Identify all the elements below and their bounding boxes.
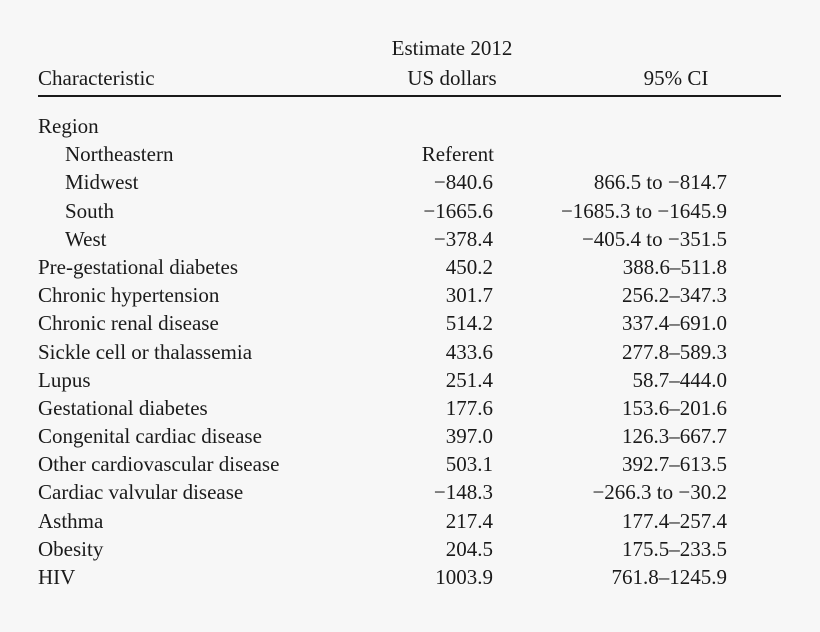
row-ci: 277.8–589.3: [622, 339, 727, 364]
row-ci: 58.7–444.0: [632, 367, 728, 392]
row-estimate: 301.7: [445, 283, 493, 308]
row-characteristic: Gestational diabetes: [38, 395, 208, 420]
row-estimate: 503.1: [445, 452, 493, 477]
row-estimate: Referent: [421, 142, 494, 167]
table-row: Sickle cell or thalassemia 433.6 277.8–589…: [0, 338, 820, 366]
table-body: Region Northeastern Referent Midwest −840.6 8…: [0, 112, 820, 591]
table-row: Chronic renal disease 514.2 337.4–691.0: [0, 309, 820, 337]
row-estimate: −148.3: [433, 480, 493, 505]
row-ci: −405.4 to −351.5: [581, 226, 727, 251]
header-characteristic: Characteristic: [38, 66, 155, 90]
row-ci: 126.3–667.7: [622, 424, 727, 449]
header-rule: [38, 95, 781, 97]
row-ci: 866.5 to −814.7: [593, 170, 727, 195]
row-estimate: −840.6: [433, 170, 493, 195]
row-estimate: 433.6: [445, 339, 493, 364]
row-characteristic: Congenital cardiac disease: [38, 424, 262, 449]
table-row: Gestational diabetes 177.6 153.6–201.6: [0, 394, 820, 422]
table-row: Midwest −840.6 866.5 to −814.7: [0, 168, 820, 196]
row-characteristic: Chronic hypertension: [38, 283, 220, 308]
row-characteristic: Region: [38, 114, 99, 138]
row-characteristic: Cardiac valvular disease: [38, 480, 244, 505]
row-estimate: 450.2: [445, 254, 493, 279]
header-row: Characteristic US dollars 95% CI: [0, 66, 820, 90]
row-characteristic: Asthma: [38, 508, 104, 533]
table-row: Chronic hypertension 301.7 256.2–347.3: [0, 281, 820, 309]
row-ci: 392.7–613.5: [622, 452, 727, 477]
row-estimate: 1003.9: [435, 565, 493, 589]
header-ci: 95% CI: [643, 66, 709, 90]
row-ci: 761.8–1245.9: [611, 565, 728, 589]
row-ci: 175.5–233.5: [622, 536, 727, 561]
row-ci: 388.6–511.8: [622, 254, 727, 279]
row-characteristic: South: [65, 198, 115, 223]
row-ci: −1685.3 to −1645.9: [560, 198, 727, 223]
table-row: HIV 1003.9 761.8–1245.9: [0, 563, 820, 591]
row-estimate: 251.4: [445, 367, 493, 392]
row-estimate: 204.5: [445, 536, 493, 561]
table-row: Cardiac valvular disease −148.3 −266.3 to …: [0, 478, 820, 506]
row-estimate: 397.0: [445, 424, 493, 449]
row-estimate: 514.2: [445, 311, 493, 336]
header-estimate-line2: US dollars: [407, 66, 497, 90]
table-row: South −1665.6 −1685.3 to −1645.9: [0, 197, 820, 225]
row-ci: 337.4–691.0: [622, 311, 727, 336]
row-characteristic: West: [65, 226, 107, 251]
table-row: Congenital cardiac disease 397.0 126.3–667…: [0, 422, 820, 450]
row-estimate: −378.4: [433, 226, 493, 251]
table-row: Pre-gestational diabetes 450.2 388.6–511.8: [0, 253, 820, 281]
row-characteristic: Chronic renal disease: [38, 311, 219, 336]
row-characteristic: Pre-gestational diabetes: [38, 254, 239, 279]
row-characteristic: Lupus: [38, 367, 91, 392]
row-characteristic: Obesity: [38, 536, 104, 561]
row-estimate: 177.6: [445, 395, 493, 420]
row-characteristic: Northeastern: [65, 142, 174, 167]
row-characteristic: Midwest: [65, 170, 139, 195]
row-ci: −266.3 to −30.2: [592, 480, 727, 505]
header-estimate-line1: Estimate 2012: [391, 36, 513, 60]
table-row: West −378.4 −405.4 to −351.5: [0, 225, 820, 253]
table-row: Obesity 204.5 175.5–233.5: [0, 535, 820, 563]
table-row: Asthma 217.4 177.4–257.4: [0, 507, 820, 535]
table-row: Northeastern Referent: [0, 140, 820, 168]
row-estimate: −1665.6: [423, 198, 493, 223]
table-row: Region: [0, 112, 820, 140]
table-row: Other cardiovascular disease 503.1 392.7–6…: [0, 450, 820, 478]
row-estimate: 217.4: [445, 508, 493, 533]
table-row: Lupus 251.4 58.7–444.0: [0, 366, 820, 394]
row-ci: 177.4–257.4: [622, 508, 727, 533]
row-characteristic: Sickle cell or thalassemia: [38, 339, 253, 364]
row-ci: 256.2–347.3: [622, 283, 727, 308]
row-characteristic: HIV: [38, 565, 76, 589]
row-ci: 153.6–201.6: [622, 395, 727, 420]
row-characteristic: Other cardiovascular disease: [38, 452, 280, 477]
